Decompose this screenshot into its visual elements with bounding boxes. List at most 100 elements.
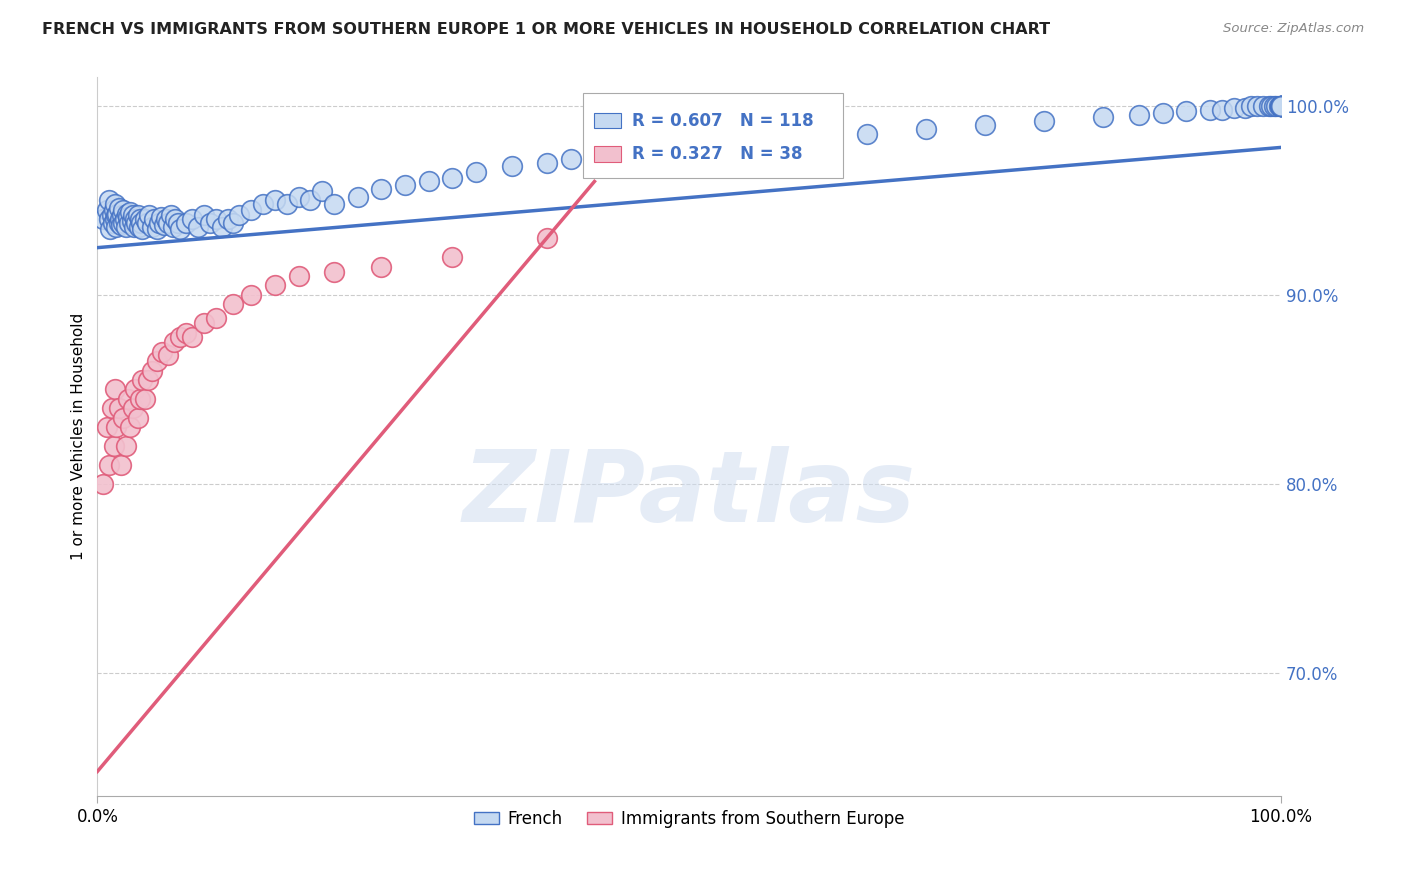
Point — [107, 401, 129, 416]
Point — [1222, 101, 1244, 115]
Point — [121, 209, 143, 223]
Point — [796, 127, 818, 141]
Point — [152, 218, 174, 232]
Point — [136, 373, 159, 387]
Point — [145, 221, 167, 235]
Point — [1270, 99, 1292, 113]
Point — [115, 206, 138, 220]
Point — [169, 329, 191, 343]
Point — [737, 133, 759, 147]
Bar — [595, 146, 620, 162]
Point — [125, 216, 148, 230]
Point — [974, 118, 997, 132]
Point — [127, 410, 149, 425]
Point — [174, 326, 197, 340]
Point — [240, 202, 263, 217]
Point — [166, 216, 188, 230]
Point — [198, 216, 221, 230]
Point — [108, 212, 131, 227]
Text: Source: ZipAtlas.com: Source: ZipAtlas.com — [1223, 22, 1364, 36]
Point — [1258, 99, 1281, 113]
Point — [193, 209, 215, 223]
Point — [98, 458, 121, 472]
Point — [1270, 99, 1292, 113]
Point — [211, 219, 233, 234]
Point — [1033, 114, 1056, 128]
Point — [1268, 99, 1291, 113]
Point — [193, 316, 215, 330]
Point — [103, 439, 125, 453]
Point — [228, 209, 250, 223]
Point — [1267, 99, 1289, 113]
Point — [91, 477, 114, 491]
Point — [1260, 99, 1282, 113]
Point — [163, 335, 186, 350]
Point — [299, 194, 322, 208]
Point — [107, 206, 129, 220]
Point — [264, 194, 287, 208]
Point — [112, 216, 135, 230]
Point — [121, 214, 143, 228]
Point — [370, 182, 392, 196]
Point — [1270, 99, 1292, 113]
Point — [96, 420, 118, 434]
Point — [98, 194, 121, 208]
Point — [595, 146, 617, 161]
Point — [112, 410, 135, 425]
Point — [323, 197, 346, 211]
Point — [101, 216, 124, 230]
Text: FRENCH VS IMMIGRANTS FROM SOUTHERN EUROPE 1 OR MORE VEHICLES IN HOUSEHOLD CORREL: FRENCH VS IMMIGRANTS FROM SOUTHERN EUROP… — [42, 22, 1050, 37]
Point — [141, 219, 163, 234]
Point — [915, 121, 938, 136]
Point — [169, 221, 191, 235]
Point — [159, 209, 181, 223]
Point — [174, 216, 197, 230]
Point — [103, 202, 125, 217]
Point — [501, 159, 523, 173]
Point — [118, 216, 141, 230]
Point — [128, 219, 150, 234]
Point — [138, 209, 160, 223]
Point — [204, 212, 226, 227]
Point — [129, 212, 152, 227]
Point — [104, 383, 127, 397]
Point — [855, 127, 877, 141]
Point — [276, 197, 298, 211]
Point — [187, 219, 209, 234]
Point — [114, 212, 136, 227]
Bar — [595, 112, 620, 128]
Point — [222, 216, 245, 230]
Point — [1270, 99, 1292, 113]
Point — [110, 458, 132, 472]
Point — [1211, 103, 1233, 117]
Point — [117, 392, 139, 406]
Point — [678, 136, 700, 151]
Point — [98, 212, 121, 227]
Point — [129, 392, 152, 406]
Point — [121, 401, 143, 416]
Point — [165, 212, 187, 227]
Point — [181, 212, 204, 227]
Point — [111, 209, 134, 223]
Point — [1175, 104, 1198, 119]
Point — [155, 212, 177, 227]
Point — [157, 348, 180, 362]
Point — [98, 221, 121, 235]
Point — [148, 216, 170, 230]
Point — [124, 383, 146, 397]
Point — [394, 178, 416, 193]
Point — [134, 212, 156, 227]
Point — [141, 363, 163, 377]
Point — [1270, 99, 1292, 113]
Point — [1263, 99, 1285, 113]
Point — [145, 354, 167, 368]
Point — [1246, 99, 1268, 113]
Point — [114, 439, 136, 453]
Point — [222, 297, 245, 311]
Point — [1251, 99, 1274, 113]
Point — [1270, 99, 1292, 113]
Point — [100, 209, 122, 223]
Point — [465, 165, 488, 179]
Text: ZIPatlas: ZIPatlas — [463, 446, 915, 542]
Point — [287, 268, 309, 283]
